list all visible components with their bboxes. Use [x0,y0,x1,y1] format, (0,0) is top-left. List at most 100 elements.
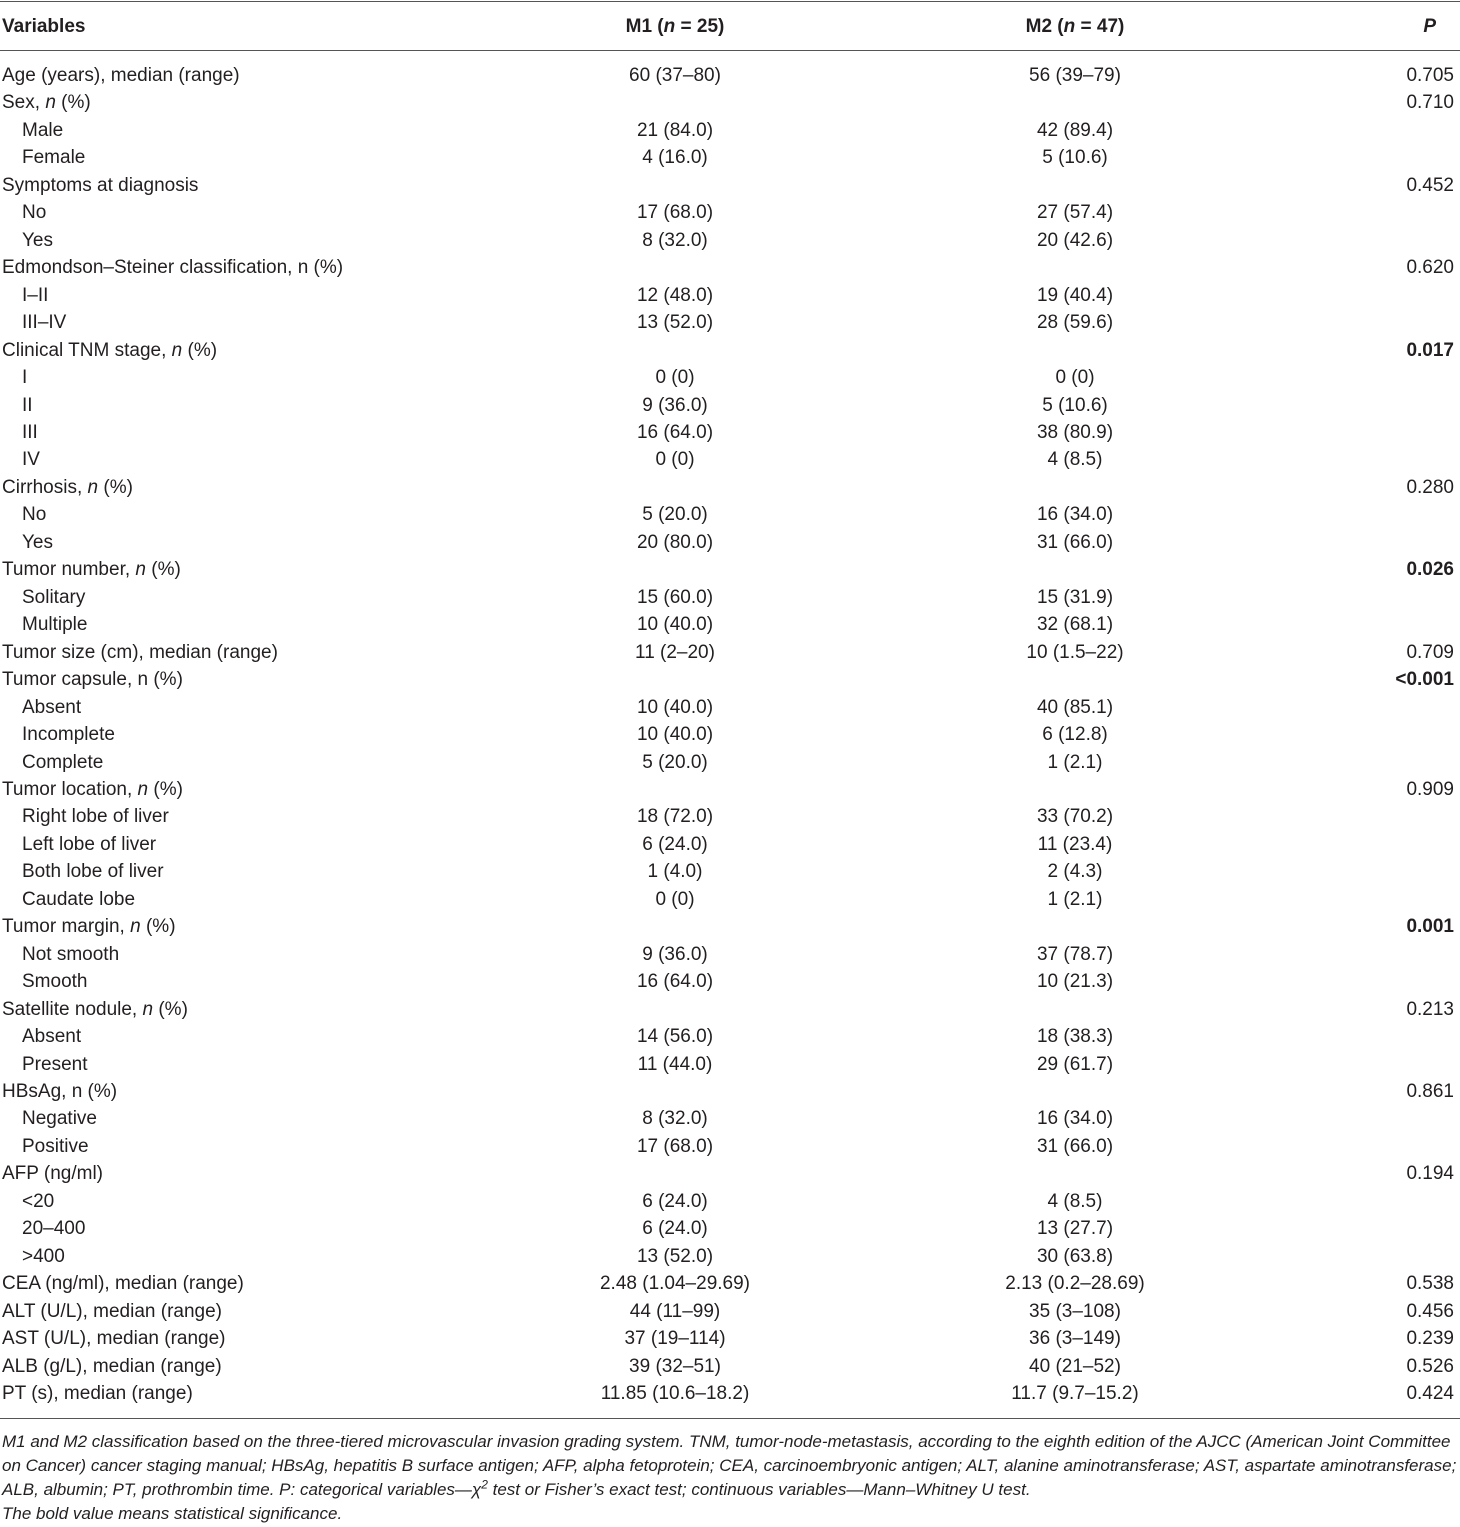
p-value: <0.001 [1395,669,1454,691]
text-segment: n [663,16,676,37]
p-value: 0.239 [1406,1328,1454,1350]
row-label: II [22,394,33,416]
text-segment: n [1063,16,1076,37]
row-label: Tumor location, n (%) [2,778,183,802]
row-label: Caudate lobe [22,888,136,910]
cell-value: 14 (56.0) [636,1026,714,1048]
row-label: Symptoms at diagnosis [2,174,199,196]
text-segment: M1 and M2 classification based on the th… [2,1432,1457,1499]
p-value: 0.456 [1406,1300,1454,1322]
text-segment: Sex, [2,92,46,114]
p-value: 0.026 [1406,559,1454,581]
row-label: Left lobe of liver [22,833,157,855]
cell-value: 4 (8.5) [1047,449,1103,471]
row-label: Clinical TNM stage, n (%) [2,339,217,363]
cell-value: 17 (68.0) [636,1135,714,1157]
cell-value: 8 (32.0) [642,1108,708,1130]
cell-value: 0 (0) [655,367,695,389]
cell-value: 16 (64.0) [636,971,714,993]
cell-value: 35 (3–108) [1029,1300,1121,1322]
cell-value: 5 (10.6) [1042,147,1108,169]
row-label: Multiple [22,614,88,636]
cell-value: 16 (34.0) [1036,504,1114,526]
row-label: AST (U/L), median (range) [2,1328,226,1350]
cell-value: 32 (68.1) [1036,614,1114,636]
row-label: Incomplete [22,724,115,746]
cell-value: 15 (31.9) [1036,586,1114,608]
cell-value: 13 (27.7) [1036,1218,1114,1240]
p-value: 0.194 [1406,1163,1454,1185]
row-label: No [22,504,47,526]
cell-value: 31 (66.0) [1036,531,1114,553]
text-segment: 2 [481,1477,488,1492]
text-segment: (%) [145,559,181,581]
p-value: 0.538 [1406,1273,1454,1295]
text-segment: = 47) [1075,16,1125,37]
row-label: Age (years), median (range) [2,65,240,86]
row-label: Positive [22,1135,89,1157]
top-rule [0,1,1460,2]
cell-value: 27 (57.4) [1036,202,1114,224]
row-label: Absent [22,1026,82,1048]
cell-value: 29 (61.7) [1036,1053,1114,1075]
cell-value: 2 (4.3) [1047,861,1103,883]
p-value: 0.452 [1406,174,1454,196]
row-label: No [22,202,47,224]
row-label: III [22,421,38,443]
cell-value: 44 (11–99) [629,1300,721,1322]
row-label: Smooth [22,971,88,993]
row-label: Present [22,1053,88,1075]
cell-value: 6 (24.0) [642,1218,708,1240]
cell-value: 37 (78.7) [1036,943,1114,965]
text-segment: M1 ( [625,16,664,37]
p-value: 0.710 [1406,92,1454,114]
text-segment: Tumor number, [2,559,136,581]
p-value: 0.709 [1406,641,1454,663]
text-segment: P [1423,16,1436,37]
row-label: ALT (U/L), median (range) [2,1300,222,1322]
row-label: Yes [22,229,53,251]
footnote: M1 and M2 classification based on the th… [2,1430,1458,1526]
cell-value: 38 (80.9) [1036,421,1114,443]
row-label: IV [22,449,40,471]
cell-value: 6 (24.0) [642,1190,708,1212]
header-rule [0,50,1460,51]
cell-value: 0 (0) [1055,367,1095,389]
cell-value: 10 (40.0) [636,696,714,718]
row-label: Tumor size (cm), median (range) [2,641,278,663]
text-segment: (%) [153,998,188,1020]
p-value: 0.526 [1406,1355,1454,1377]
row-label: Satellite nodule, n (%) [2,998,188,1022]
p-value: 0.424 [1406,1383,1454,1405]
cell-value: 8 (32.0) [642,229,708,251]
cell-value: 10 (40.0) [636,614,714,636]
row-label: Negative [22,1108,97,1130]
row-label: Tumor number, n (%) [2,558,181,582]
cell-value: 37 (19–114) [624,1328,726,1350]
p-value: 0.909 [1406,778,1454,800]
cell-value: 5 (20.0) [642,751,708,773]
header-cell: M1 (n = 25) [626,15,725,39]
row-label: Edmondson–Steiner classification, n (%) [2,257,344,279]
row-label: I [22,367,28,389]
cell-value: 19 (40.4) [1036,284,1114,306]
row-label: CEA (ng/ml), median (range) [2,1273,244,1295]
p-value: 0.213 [1406,998,1454,1020]
text-segment: (%) [98,476,133,498]
cell-value: 13 (52.0) [636,312,714,334]
cell-value: 15 (60.0) [636,586,714,608]
cell-value: 11 (2–20) [635,641,715,663]
row-label: Sex, n (%) [2,91,91,115]
text-segment: n [137,778,149,800]
text-segment: (%) [140,916,176,938]
row-label: Solitary [22,586,86,608]
cell-value: 0 (0) [655,888,695,910]
cell-value: 11 (23.4) [1037,833,1113,855]
row-label: Cirrhosis, n (%) [2,476,133,500]
row-label: Yes [22,531,53,553]
text-segment: n [171,339,183,361]
cell-value: 60 (37–80) [629,65,721,86]
row-label: Not smooth [22,943,120,965]
cell-value: 11 (44.0) [637,1053,713,1075]
